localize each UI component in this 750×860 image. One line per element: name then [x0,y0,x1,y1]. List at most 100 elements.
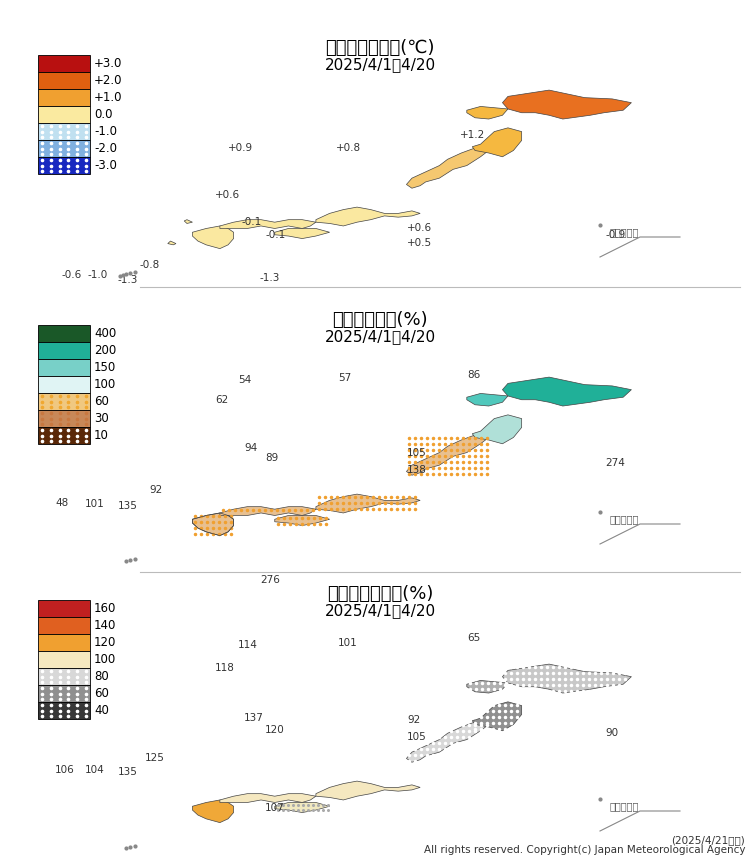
Text: +1.0: +1.0 [94,91,122,104]
Text: 118: 118 [215,663,235,673]
Text: 小笠原諸島: 小笠原諸島 [610,801,639,811]
Polygon shape [466,394,508,406]
Text: +3.0: +3.0 [94,57,122,70]
Text: 138: 138 [407,465,427,475]
Bar [38,89,90,106]
Text: 80: 80 [94,670,109,683]
Polygon shape [472,702,522,731]
Polygon shape [184,219,193,224]
Text: 276: 276 [260,575,280,585]
Polygon shape [406,435,489,476]
Polygon shape [472,128,522,157]
Text: 101: 101 [338,638,358,648]
Text: 100: 100 [94,653,116,666]
Text: 62: 62 [215,395,228,405]
Polygon shape [193,513,233,536]
Text: 125: 125 [145,753,165,763]
Text: 2025/4/1＾4/20: 2025/4/1＾4/20 [325,58,436,72]
Polygon shape [274,802,329,813]
Text: 54: 54 [238,375,251,385]
Polygon shape [316,781,420,800]
Text: 48: 48 [55,498,68,508]
Bar [38,55,90,72]
Text: 10: 10 [94,429,109,442]
Polygon shape [406,148,489,188]
Polygon shape [193,226,233,249]
Text: 65: 65 [467,633,480,643]
Polygon shape [220,794,316,802]
Text: -2.0: -2.0 [94,142,117,155]
Polygon shape [466,107,508,119]
Bar [38,685,90,702]
Text: +0.8: +0.8 [336,143,362,153]
Bar [38,157,90,174]
Text: 降水量平年比(%): 降水量平年比(%) [332,311,427,329]
Text: -0.1: -0.1 [265,230,285,240]
Text: 日照時間平年比(%): 日照時間平年比(%) [327,585,434,603]
Text: 40: 40 [94,704,109,717]
Polygon shape [316,207,420,226]
Bar [38,427,90,444]
Polygon shape [466,680,508,693]
Bar [38,651,90,668]
Text: 60: 60 [94,687,109,700]
Text: -1.3: -1.3 [260,273,280,283]
Text: 101: 101 [85,499,105,509]
Text: 小笠原諸島: 小笠原諸島 [610,514,639,524]
Text: 107: 107 [265,803,285,813]
Text: 160: 160 [94,602,116,615]
Text: 135: 135 [118,767,138,777]
Bar [38,668,90,685]
Text: 120: 120 [94,636,116,649]
Polygon shape [220,507,316,515]
Text: +0.5: +0.5 [407,238,432,248]
Text: 小笠原諸島: 小笠原諸島 [610,227,639,237]
Text: -1.0: -1.0 [88,270,108,280]
Text: -1.0: -1.0 [94,125,117,138]
Text: +0.9: +0.9 [228,143,253,153]
Bar [38,702,90,719]
Polygon shape [193,800,233,823]
Text: 106: 106 [55,765,75,775]
Text: 104: 104 [85,765,105,775]
Bar [38,325,90,342]
Text: 2025/4/1＾4/20: 2025/4/1＾4/20 [325,329,436,345]
Bar [38,342,90,359]
Bar [38,359,90,376]
Text: All rights reserved. Copyright(c) Japan Meteorological Agency: All rights reserved. Copyright(c) Japan … [424,845,745,855]
Text: 92: 92 [407,715,420,725]
Text: 105: 105 [407,448,427,458]
Text: 274: 274 [605,458,625,468]
Bar [38,393,90,410]
Text: -1.3: -1.3 [118,275,138,285]
Polygon shape [220,219,316,229]
Text: 137: 137 [244,713,264,723]
Text: 114: 114 [238,640,258,650]
Text: 200: 200 [94,344,116,357]
Polygon shape [503,377,632,406]
Text: 60: 60 [94,395,109,408]
Polygon shape [274,515,329,525]
Text: 30: 30 [94,412,109,425]
Text: -0.8: -0.8 [139,260,159,270]
Text: 2025/4/1＾4/20: 2025/4/1＾4/20 [325,604,436,618]
Text: 135: 135 [118,501,138,511]
Text: -0.1: -0.1 [242,217,262,227]
Text: +2.0: +2.0 [94,74,122,87]
Polygon shape [406,722,489,762]
Text: (2025/4/21更新): (2025/4/21更新) [671,835,745,845]
Text: 140: 140 [94,619,116,632]
Text: -0.9: -0.9 [605,230,625,240]
Polygon shape [472,415,522,444]
Bar [38,106,90,123]
Polygon shape [503,664,632,693]
Polygon shape [316,494,420,513]
Text: 57: 57 [338,373,351,383]
Bar [38,123,90,140]
Bar [38,376,90,393]
Bar [38,634,90,651]
Polygon shape [274,229,329,238]
Text: -3.0: -3.0 [94,159,117,172]
Bar [38,617,90,634]
Text: +1.2: +1.2 [460,130,485,140]
